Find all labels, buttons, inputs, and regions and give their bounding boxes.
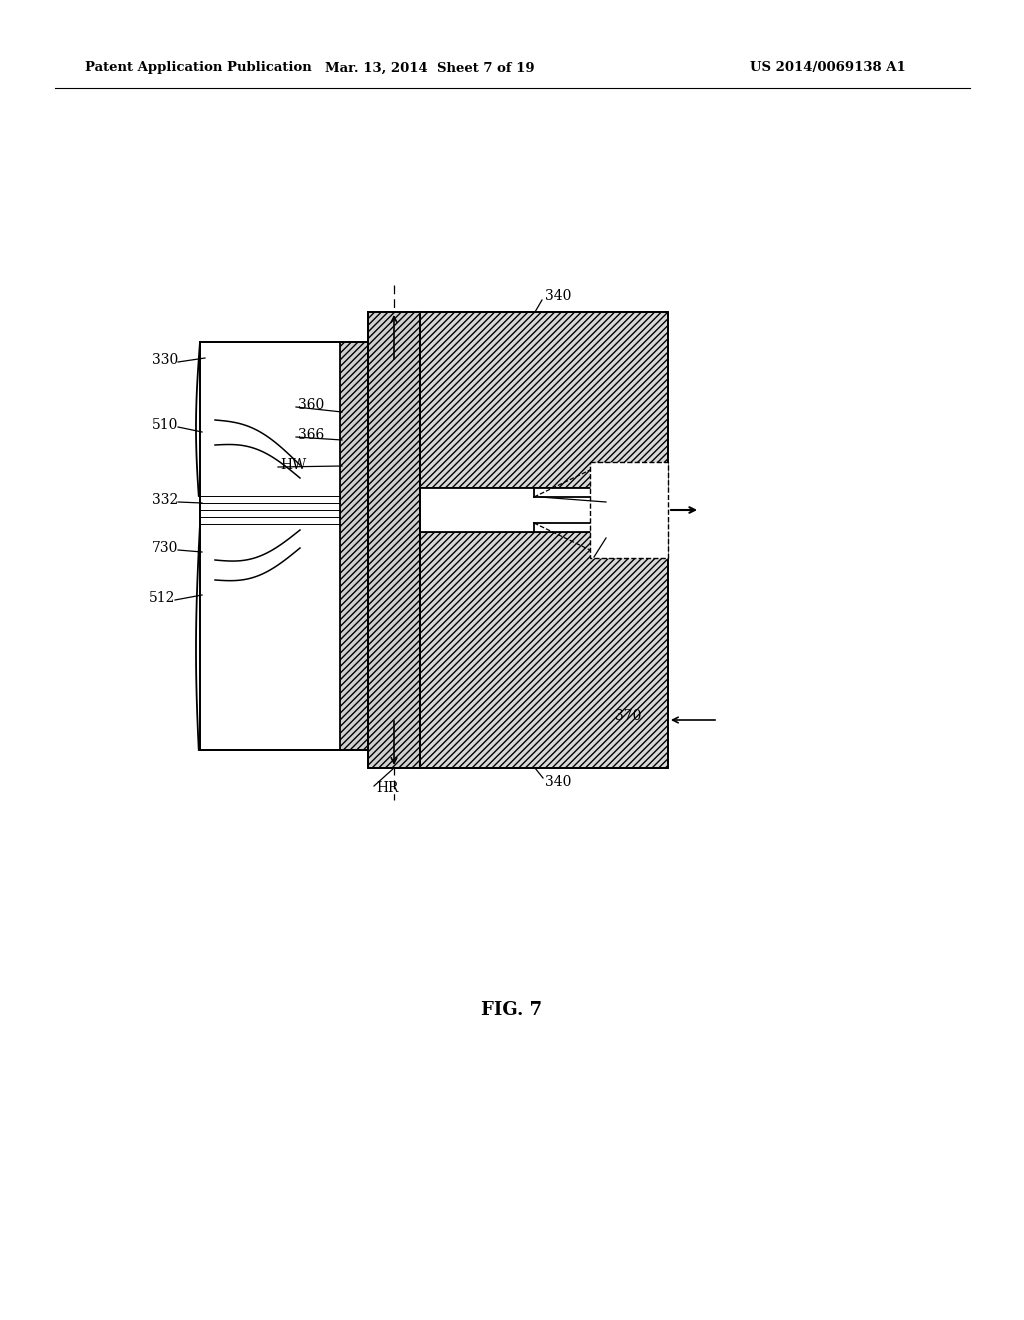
Text: 330: 330 (152, 352, 178, 367)
Text: 360: 360 (298, 399, 325, 412)
Text: 720: 720 (608, 492, 635, 507)
Text: 340: 340 (545, 289, 571, 304)
Bar (340, 342, 368, 750)
Text: 332: 332 (152, 492, 178, 507)
Text: 730: 730 (152, 541, 178, 554)
Text: Mar. 13, 2014  Sheet 7 of 19: Mar. 13, 2014 Sheet 7 of 19 (326, 62, 535, 74)
Bar (420, 488, 668, 532)
Text: 512: 512 (148, 591, 175, 605)
Text: HW: HW (280, 458, 306, 473)
Bar (200, 342, 368, 750)
Bar (534, 498, 668, 523)
Text: 370: 370 (615, 709, 641, 723)
Text: FIG. 7: FIG. 7 (481, 1001, 543, 1019)
Text: 342: 342 (608, 529, 635, 543)
Text: HR: HR (376, 781, 398, 795)
Text: 510: 510 (152, 418, 178, 432)
Bar (368, 312, 420, 768)
Text: 366: 366 (298, 428, 325, 442)
Text: 340: 340 (545, 775, 571, 789)
Polygon shape (420, 312, 668, 488)
Text: Patent Application Publication: Patent Application Publication (85, 62, 311, 74)
Text: US 2014/0069138 A1: US 2014/0069138 A1 (750, 62, 906, 74)
Polygon shape (420, 532, 668, 768)
Bar (590, 462, 668, 558)
